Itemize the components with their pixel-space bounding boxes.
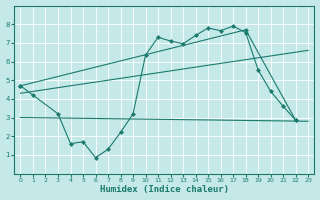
X-axis label: Humidex (Indice chaleur): Humidex (Indice chaleur) <box>100 185 229 194</box>
